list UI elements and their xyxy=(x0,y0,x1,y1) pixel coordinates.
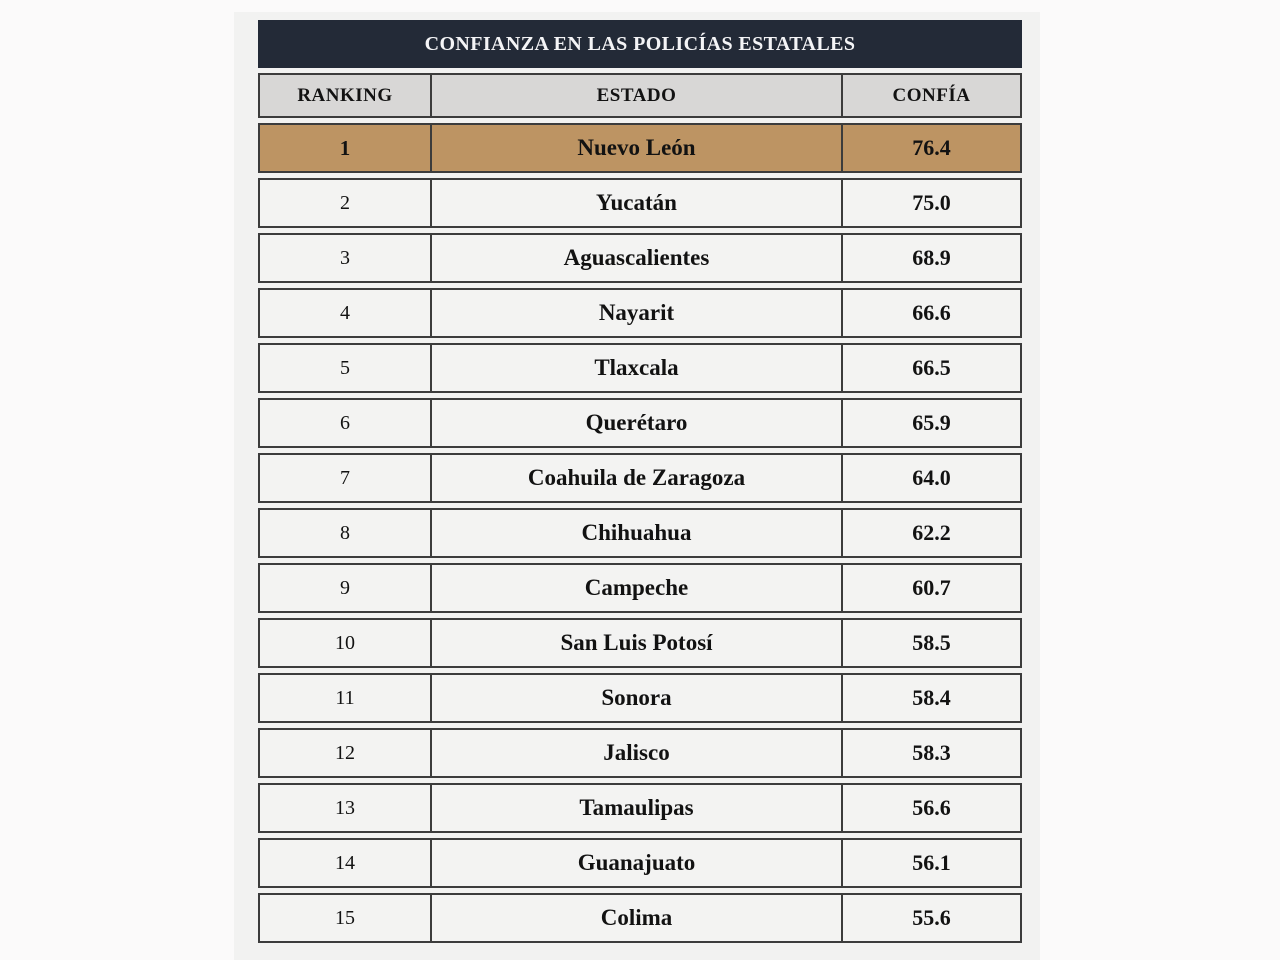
state-cell: Aguascalientes xyxy=(432,233,843,283)
state-cell: Querétaro xyxy=(432,398,843,448)
table-title: CONFIANZA EN LAS POLICÍAS ESTATALES xyxy=(258,20,1022,68)
rank-cell: 2 xyxy=(258,178,432,228)
ranking-table: RANKING ESTADO CONFÍA 1 Nuevo León 76.4 … xyxy=(258,68,1022,948)
table-row: 3 Aguascalientes 68.9 xyxy=(258,233,1022,283)
state-cell: Jalisco xyxy=(432,728,843,778)
value-cell: 62.2 xyxy=(843,508,1022,558)
table-row: 13 Tamaulipas 56.6 xyxy=(258,783,1022,833)
table-row: 10 San Luis Potosí 58.5 xyxy=(258,618,1022,668)
rank-cell: 9 xyxy=(258,563,432,613)
table-row: 9 Campeche 60.7 xyxy=(258,563,1022,613)
value-cell: 66.5 xyxy=(843,343,1022,393)
rank-cell: 13 xyxy=(258,783,432,833)
rank-cell: 15 xyxy=(258,893,432,943)
table-row: 8 Chihuahua 62.2 xyxy=(258,508,1022,558)
table-row: 1 Nuevo León 76.4 xyxy=(258,123,1022,173)
value-cell: 64.0 xyxy=(843,453,1022,503)
rank-cell: 3 xyxy=(258,233,432,283)
table-row: 4 Nayarit 66.6 xyxy=(258,288,1022,338)
state-cell: Sonora xyxy=(432,673,843,723)
rank-cell: 4 xyxy=(258,288,432,338)
value-cell: 76.4 xyxy=(843,123,1022,173)
rank-cell: 1 xyxy=(258,123,432,173)
col-header-confia: CONFÍA xyxy=(843,73,1022,118)
rank-cell: 6 xyxy=(258,398,432,448)
state-cell: San Luis Potosí xyxy=(432,618,843,668)
rank-cell: 8 xyxy=(258,508,432,558)
value-cell: 75.0 xyxy=(843,178,1022,228)
value-cell: 58.4 xyxy=(843,673,1022,723)
value-cell: 58.3 xyxy=(843,728,1022,778)
rank-cell: 7 xyxy=(258,453,432,503)
value-cell: 55.6 xyxy=(843,893,1022,943)
state-cell: Guanajuato xyxy=(432,838,843,888)
table-figure: CONFIANZA EN LAS POLICÍAS ESTATALES RANK… xyxy=(234,12,1040,960)
value-cell: 56.1 xyxy=(843,838,1022,888)
state-cell: Nayarit xyxy=(432,288,843,338)
value-cell: 66.6 xyxy=(843,288,1022,338)
state-cell: Tamaulipas xyxy=(432,783,843,833)
state-cell: Chihuahua xyxy=(432,508,843,558)
rank-cell: 10 xyxy=(258,618,432,668)
state-cell: Yucatán xyxy=(432,178,843,228)
table-row: 11 Sonora 58.4 xyxy=(258,673,1022,723)
rank-cell: 14 xyxy=(258,838,432,888)
value-cell: 60.7 xyxy=(843,563,1022,613)
table-row: 5 Tlaxcala 66.5 xyxy=(258,343,1022,393)
table-row: 14 Guanajuato 56.1 xyxy=(258,838,1022,888)
header-row: RANKING ESTADO CONFÍA xyxy=(258,73,1022,118)
rank-cell: 12 xyxy=(258,728,432,778)
col-header-ranking: RANKING xyxy=(258,73,432,118)
table-row: 12 Jalisco 58.3 xyxy=(258,728,1022,778)
value-cell: 58.5 xyxy=(843,618,1022,668)
state-cell: Tlaxcala xyxy=(432,343,843,393)
value-cell: 68.9 xyxy=(843,233,1022,283)
table-row: 15 Colima 55.6 xyxy=(258,893,1022,943)
value-cell: 65.9 xyxy=(843,398,1022,448)
state-cell: Coahuila de Zaragoza xyxy=(432,453,843,503)
col-header-estado: ESTADO xyxy=(432,73,843,118)
table-row: 7 Coahuila de Zaragoza 64.0 xyxy=(258,453,1022,503)
state-cell: Nuevo León xyxy=(432,123,843,173)
rank-cell: 5 xyxy=(258,343,432,393)
state-cell: Colima xyxy=(432,893,843,943)
state-cell: Campeche xyxy=(432,563,843,613)
table-row: 2 Yucatán 75.0 xyxy=(258,178,1022,228)
rank-cell: 11 xyxy=(258,673,432,723)
value-cell: 56.6 xyxy=(843,783,1022,833)
table-row: 6 Querétaro 65.9 xyxy=(258,398,1022,448)
